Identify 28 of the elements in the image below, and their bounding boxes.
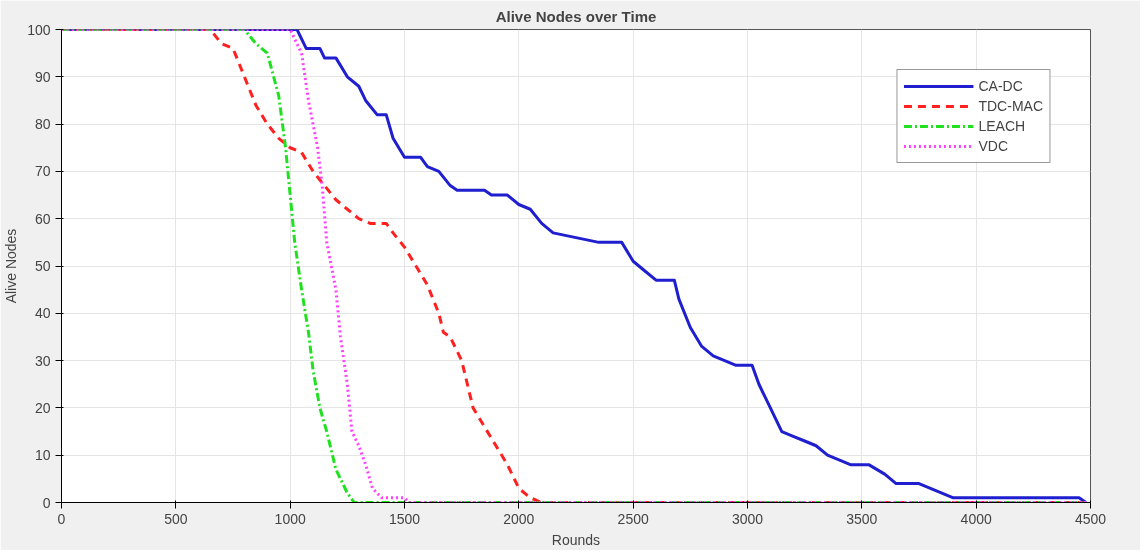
x-tick-label: 3500 xyxy=(846,510,878,527)
x-tick-label: 4000 xyxy=(960,510,992,527)
y-tick-label: 80 xyxy=(34,116,51,133)
x-tick-label: 4500 xyxy=(1074,510,1107,527)
legend-label: LEACH xyxy=(978,118,1026,134)
y-tick-label: 30 xyxy=(34,352,51,369)
x-tick-label: 1000 xyxy=(274,510,306,527)
legend-label: TDC-MAC xyxy=(978,98,1043,114)
x-tick-label: 2500 xyxy=(617,510,649,527)
y-axis-title: Alive Nodes xyxy=(3,228,20,304)
x-tick-label: 3000 xyxy=(731,510,764,527)
x-tick-label: 500 xyxy=(164,510,188,527)
legend-label: CA-DC xyxy=(978,78,1023,94)
y-tick-label: 20 xyxy=(34,399,51,416)
y-tick-label: 60 xyxy=(34,210,51,227)
y-tick-label: 0 xyxy=(42,494,51,511)
x-tick-label: 2000 xyxy=(503,510,535,527)
y-tick-label: 10 xyxy=(34,447,51,464)
y-tick-label: 100 xyxy=(27,21,51,38)
y-tick-label: 90 xyxy=(34,68,51,85)
chart-title: Alive Nodes over Time xyxy=(495,7,657,25)
x-axis-title: Rounds xyxy=(551,531,601,548)
x-tick-label: 0 xyxy=(57,510,66,527)
x-tick-label: 1500 xyxy=(388,510,421,527)
y-tick-label: 40 xyxy=(34,305,51,322)
legend-label: VDC xyxy=(978,138,1009,154)
y-tick-label: 50 xyxy=(34,258,51,274)
y-tick-label: 70 xyxy=(34,163,51,180)
